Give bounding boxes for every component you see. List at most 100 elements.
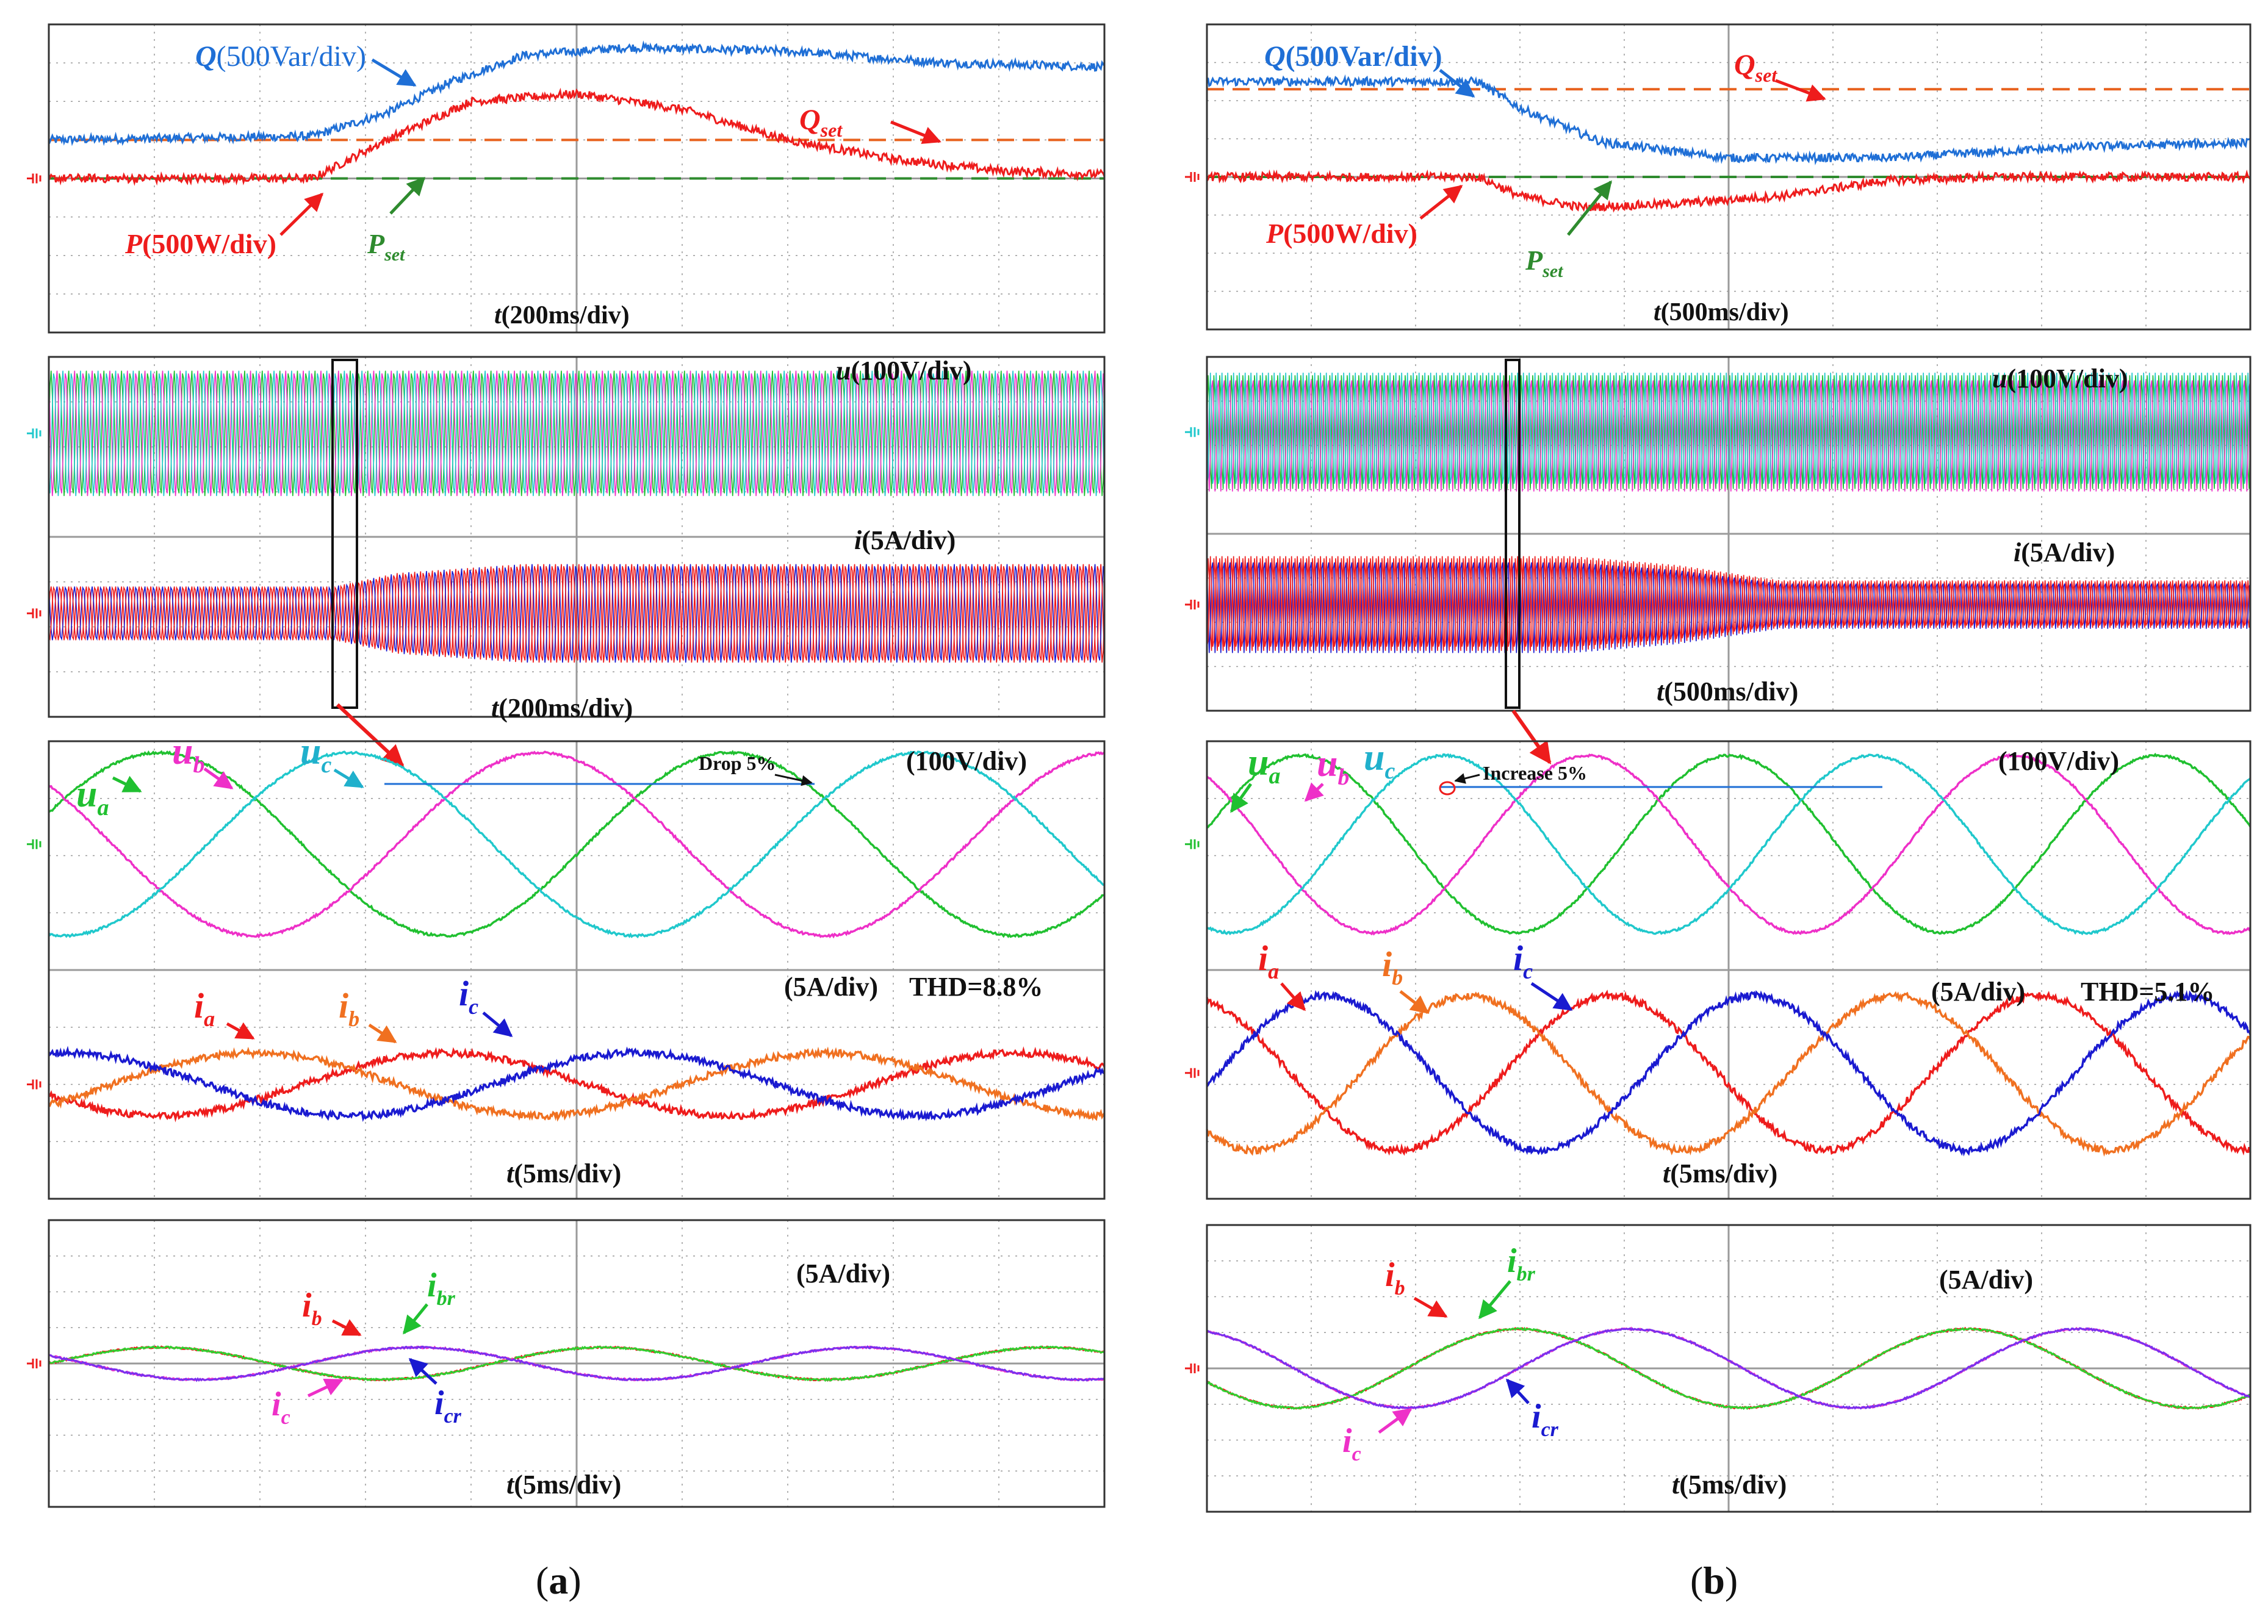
label-ub: ub [1317,743,1349,790]
P-trace [48,87,1106,186]
label-ub: ub [172,731,204,778]
panel-frame [48,1219,1106,1508]
current-envelope-trace [48,564,1105,663]
label-drop: Drop 5% [699,752,776,774]
label-thd: THD=5.1% [2081,977,2214,1007]
label-icr: icr [1532,1398,1559,1441]
arrow-ia [226,1022,255,1040]
panel-b1-power: Q(500Var/div) Qset P(500W/div) Pset t(50… [1185,23,2252,331]
wave-u_a [1206,752,2252,935]
panel-b2-voltage-current: u(100V/div) i(5A/div) t(500ms/div) [1185,356,2252,764]
label-ic: ic [459,974,478,1019]
zoom-window [331,359,358,709]
wave-i_cr [1206,1327,2251,1410]
arrow-ua [112,775,142,793]
label-increase: Increase 5% [1483,762,1587,784]
label-time: t(5ms/div) [506,1470,621,1500]
panel-grid [49,1220,1104,1507]
panel-traces [27,750,1106,1123]
arrow-Qset [1775,79,1826,102]
ground-marker [27,1079,41,1090]
ground-marker [1185,600,1200,609]
arrow-Pset [1567,180,1612,236]
label-unit: (5A/div) [1939,1265,2033,1295]
label-u: u(100V/div) [836,356,971,386]
label-Qset: Qset [1734,49,1777,86]
label-i: i(5A/div) [2014,537,2115,567]
label-ibr: ibr [427,1267,456,1310]
label-ia: ia [194,986,215,1031]
wave-u_b [1206,753,2252,936]
arrow-ic [307,1378,344,1398]
ground-marker [27,839,41,849]
label-time: t(200ms/div) [494,301,630,329]
voltage-envelope-trace [48,370,1105,497]
label-thd: THD=8.8% [909,972,1043,1002]
label-uc: uc [300,731,331,778]
arrow-increase [1454,773,1480,784]
arrow-ic [482,1011,513,1037]
label-Q: Q(500Var/div) [1264,40,1442,73]
panel-b4-reference-currents: (5A/div) ib ibr ic icr t(5ms/div) [1185,1224,2252,1513]
ground-marker [1185,839,1200,849]
ground-marker [1185,1068,1200,1078]
marker-circle [1439,781,1456,796]
arrow-ib [331,1319,362,1337]
label-unit: (5A/div) [796,1259,890,1288]
panel-frame [48,23,1106,334]
arrow-Pset [389,176,426,215]
panel-frame [1206,356,2252,712]
Q-trace [1206,74,2251,165]
label-ic: ic [1513,938,1533,983]
voltage-envelope-trace [48,370,1105,497]
panel-a4-reference-currents: (5A/div) ib ibr ic icr t(5ms/div) [27,1219,1106,1508]
wave-u_c [48,750,1105,939]
voltage-envelope-trace [48,370,1105,497]
caption-a: (a) [536,1559,581,1602]
label-time: t(500ms/div) [1654,298,1789,326]
arrow-uc [333,768,364,789]
panel-traces [1185,372,2251,653]
label-volt-unit: (100V/div) [1998,746,2119,776]
label-amp-unit: (5A/div) [784,972,878,1002]
arrow-P [1419,185,1463,220]
arrow-Q [1439,69,1475,98]
label-ic: ic [1342,1422,1361,1465]
label-time: t(5ms/div) [1672,1470,1787,1500]
label-icr: icr [434,1384,462,1428]
panel-a1-power: Q(500Var/div) Qset P(500W/div) Pset t(20… [27,23,1106,334]
arrow-ia [1280,982,1306,1011]
arrow-ibr [1478,1280,1511,1320]
P-trace [1206,169,2252,213]
panel-frame [48,356,1106,718]
label-P: P(500W/div) [124,228,276,259]
arrow-ib [368,1023,397,1044]
panel-frame [1206,740,2252,1200]
arrow-ic [1530,982,1573,1011]
current-envelope-trace [48,564,1105,663]
label-ia: ia [1258,938,1279,983]
label-ua: ua [1248,742,1280,789]
caption-b: (b) [1690,1559,1738,1602]
arrow-ub [1304,782,1324,802]
arrow-ub [203,767,234,790]
arrow-ic [1378,1407,1413,1434]
label-Pset: Pset [367,228,406,265]
current-envelope-trace [1206,562,2251,653]
panel-traces [1185,752,2252,1157]
ground-marker [27,1359,41,1368]
arrow-icr [1505,1378,1530,1404]
label-time: t(500ms/div) [1657,677,1798,706]
arrow-ibr [403,1303,428,1335]
panel-traces [1185,74,2252,213]
arrow-Q [371,58,417,87]
wave-i_b [48,1046,1106,1122]
ground-marker [27,428,41,439]
voltage-envelope-trace [1206,375,2251,489]
label-Qset: Qset [799,104,843,141]
arrow-Qset [890,120,941,144]
panel-a3-zoom-waveforms: Drop 5% (100V/div) ua ub uc (5A/div) THD… [27,731,1106,1200]
label-P: P(500W/div) [1265,218,1417,249]
label-ib: ib [1382,944,1403,990]
label-time: t(200ms/div) [491,693,633,723]
